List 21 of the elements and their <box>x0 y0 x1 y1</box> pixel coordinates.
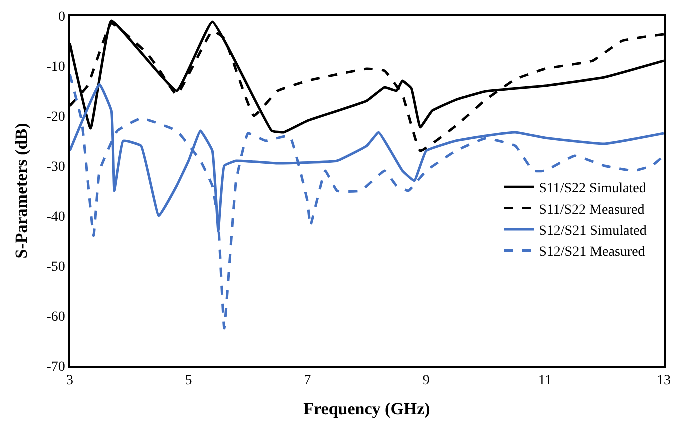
legend-label: S11/S22 Measured <box>539 202 645 218</box>
y-tick-label: 0 <box>58 10 66 25</box>
y-tick-label: -60 <box>46 310 66 325</box>
y-axis-title: S-Parameters (dB) <box>12 123 31 259</box>
x-tick-label: 9 <box>422 374 430 389</box>
y-tick-label: -70 <box>46 360 66 375</box>
x-tick-label: 5 <box>185 374 192 389</box>
y-tick-label: -30 <box>46 160 66 175</box>
legend-label: S12/S21 Simulated <box>539 224 647 239</box>
legend-label: S12/S21 Measured <box>539 245 646 260</box>
x-tick-label: 7 <box>304 374 312 389</box>
x-tick-label: 11 <box>538 374 552 389</box>
x-tick-label: 3 <box>66 374 74 389</box>
line-series <box>70 73 664 330</box>
x-axis-title: Frequency (GHz) <box>304 399 430 418</box>
y-tick-label: -10 <box>46 60 66 75</box>
x-tick-label: 13 <box>657 374 671 389</box>
legend-label: S11/S22 Simulated <box>539 182 646 197</box>
y-tick-label: -50 <box>46 260 66 275</box>
y-tick-label: -20 <box>46 110 66 125</box>
y-tick-label: -40 <box>46 210 66 225</box>
